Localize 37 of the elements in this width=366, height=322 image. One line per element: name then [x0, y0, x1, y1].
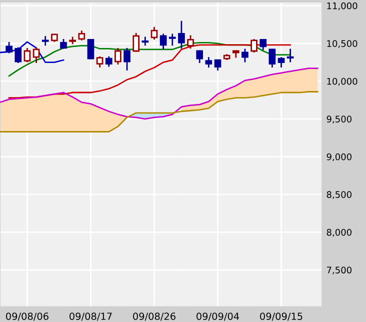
- candlestick: [96, 56, 104, 68]
- line-series: [0, 68, 318, 120]
- y-tick-label: 8,500: [326, 191, 352, 199]
- candlestick: [14, 47, 22, 64]
- candlestick: [32, 47, 40, 64]
- candlestick: [160, 34, 167, 50]
- line-series: [0, 91, 318, 132]
- line-series: [0, 41, 64, 64]
- x-tick-label: 09/09/04: [196, 312, 240, 321]
- x-tick-label: 09/08/06: [6, 312, 48, 321]
- candlestick: [286, 48, 294, 62]
- y-tick-label: 9,500: [326, 116, 352, 124]
- candlestick: [278, 57, 285, 68]
- candlestick: [142, 36, 149, 46]
- y-tick-label: 8,000: [326, 228, 352, 237]
- candlestick: [178, 20, 185, 49]
- candlestick: [168, 34, 176, 46]
- candlestick: [268, 48, 276, 68]
- candlestick: [242, 48, 248, 62]
- x-tick-label: 09/09/15: [260, 312, 302, 321]
- candlestick: [260, 38, 267, 50]
- y-tick-label: 9,000: [326, 153, 352, 162]
- y-tick-label: 7,500: [326, 266, 352, 274]
- candlestick: [205, 57, 212, 68]
- y-tick-label: 10,500: [327, 40, 358, 48]
- x-tick-label: 09/08/17: [70, 312, 112, 321]
- y-tick-label: 11,000: [327, 2, 358, 10]
- x-tick-label: 09/08/26: [133, 312, 176, 321]
- candlestick: [196, 50, 204, 64]
- candlestick: [87, 38, 94, 60]
- y-tick-label: 10,000: [327, 78, 358, 86]
- candlestick: [6, 42, 12, 54]
- candlestick: [42, 36, 49, 46]
- candlestick: [114, 48, 122, 65]
- candlestick: [105, 56, 112, 67]
- candlestick: [124, 48, 130, 71]
- candlestick: [214, 59, 222, 71]
